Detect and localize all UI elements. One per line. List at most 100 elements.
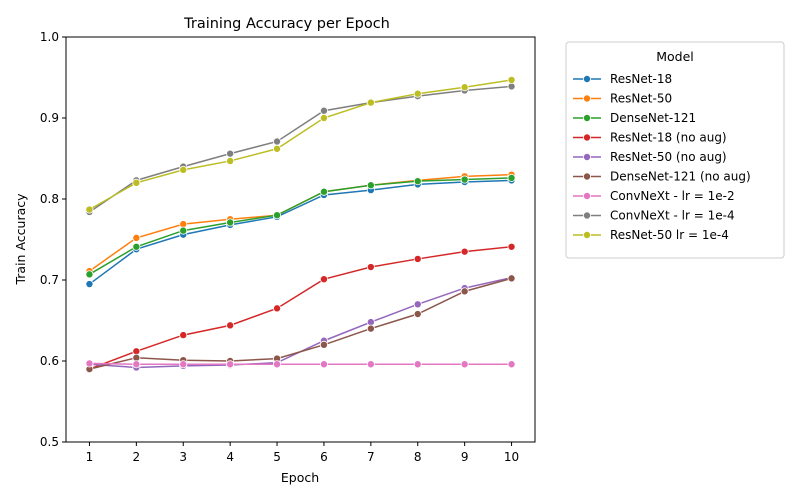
y-tick-label: 0.8 xyxy=(40,192,59,206)
data-point xyxy=(132,360,141,369)
data-point xyxy=(273,137,282,146)
data-point xyxy=(460,287,469,296)
data-point xyxy=(273,211,282,220)
legend-item: ConvNeXt - lr = 1e-4 xyxy=(573,209,735,223)
chart-title: Training Accuracy per Epoch xyxy=(183,16,390,32)
data-point xyxy=(132,242,141,251)
y-tick-label: 0.7 xyxy=(40,273,59,287)
axis-ticks: 1 2 3 4 5 6 7 8 9 10 0.5 0.6 0.7 0.8 0.9 1.0 xyxy=(40,30,519,464)
data-point xyxy=(319,340,328,349)
series-line xyxy=(89,276,512,369)
data-point xyxy=(179,165,188,174)
legend-items: ResNet-18 ResNet-50 DenseNet-121 ResNet-18 … xyxy=(573,72,751,242)
legend-item: ResNet-18 xyxy=(573,72,672,86)
legend-label: ConvNeXt - lr = 1e-4 xyxy=(610,209,735,223)
data-point xyxy=(179,226,188,235)
series-line xyxy=(89,173,512,272)
x-tick-label: 10 xyxy=(504,450,519,464)
legend-item: ResNet-50 xyxy=(573,92,672,106)
data-point xyxy=(226,218,235,227)
x-tick-label: 7 xyxy=(367,450,375,464)
data-point xyxy=(413,89,422,98)
legend-marker xyxy=(583,211,592,220)
data-point xyxy=(273,144,282,153)
series-line xyxy=(89,179,512,285)
data-point xyxy=(319,106,328,115)
data-point xyxy=(507,173,516,182)
x-axis-label: Epoch xyxy=(281,470,319,485)
data-point xyxy=(319,114,328,123)
series-7 xyxy=(85,82,516,216)
x-tick-label: 8 xyxy=(414,450,422,464)
series-1 xyxy=(85,170,516,276)
legend-marker xyxy=(583,230,592,239)
y-tick-label: 0.9 xyxy=(40,111,59,125)
series-line xyxy=(89,79,512,211)
legend-item: DenseNet-121 xyxy=(573,111,696,125)
x-tick-label: 6 xyxy=(320,450,328,464)
legend-item: DenseNet-121 (no aug) xyxy=(573,170,751,184)
legend-frame xyxy=(565,41,785,259)
legend-marker xyxy=(583,152,592,161)
data-point xyxy=(507,242,516,251)
legend-item: ConvNeXt - lr = 1e-2 xyxy=(573,189,735,203)
data-point xyxy=(85,359,94,368)
legend-marker xyxy=(583,191,592,200)
data-point xyxy=(319,187,328,196)
data-point xyxy=(85,270,94,279)
series-5 xyxy=(85,274,516,374)
legend: Model ResNet-18ResNet-50DenseNet-121ResN… xyxy=(565,41,785,259)
legend-label: DenseNet-121 (no aug) xyxy=(610,170,751,184)
data-point xyxy=(413,254,422,263)
data-point xyxy=(366,98,375,107)
series-line xyxy=(89,85,512,213)
series-4 xyxy=(85,273,516,372)
series-6 xyxy=(85,359,516,369)
data-point xyxy=(413,177,422,186)
data-point xyxy=(507,75,516,84)
data-point xyxy=(413,300,422,309)
legend-label: ConvNeXt - lr = 1e-2 xyxy=(610,189,735,203)
series-line xyxy=(89,177,512,275)
series-line xyxy=(89,277,512,370)
legend-marker xyxy=(583,75,592,84)
data-point xyxy=(319,275,328,284)
data-point xyxy=(460,360,469,369)
x-tick-label: 1 xyxy=(86,450,94,464)
data-point xyxy=(319,360,328,369)
data-point xyxy=(413,310,422,319)
data-point xyxy=(460,83,469,92)
data-point xyxy=(132,233,141,242)
y-axis-label: Train Accuracy xyxy=(13,193,28,286)
plot-frame xyxy=(65,36,536,443)
x-tick-label: 2 xyxy=(133,450,141,464)
data-point xyxy=(507,360,516,369)
legend-marker xyxy=(583,94,592,103)
legend-label: ResNet-18 xyxy=(610,72,672,86)
data-point xyxy=(226,156,235,165)
legend-label: ResNet-50 lr = 1e-4 xyxy=(610,228,729,242)
x-tick-label: 5 xyxy=(273,450,281,464)
data-point xyxy=(460,247,469,256)
legend-marker xyxy=(583,172,592,181)
legend-label: DenseNet-121 xyxy=(610,111,696,125)
data-point xyxy=(132,178,141,187)
data-point xyxy=(366,324,375,333)
legend-label: ResNet-50 xyxy=(610,92,672,106)
data-point xyxy=(226,149,235,158)
y-tick-label: 1.0 xyxy=(40,30,59,44)
data-point xyxy=(366,263,375,272)
data-point xyxy=(413,360,422,369)
x-tick-label: 3 xyxy=(179,450,187,464)
data-point xyxy=(507,274,516,283)
legend-marker xyxy=(583,133,592,142)
legend-label: ResNet-50 (no aug) xyxy=(610,150,727,164)
legend-label: ResNet-18 (no aug) xyxy=(610,131,727,145)
data-point xyxy=(273,360,282,369)
y-tick-label: 0.5 xyxy=(40,435,59,449)
series-line xyxy=(89,362,512,365)
legend-item: ResNet-18 (no aug) xyxy=(573,131,727,145)
series-0 xyxy=(85,176,516,289)
data-point xyxy=(366,181,375,190)
data-point xyxy=(85,280,94,289)
